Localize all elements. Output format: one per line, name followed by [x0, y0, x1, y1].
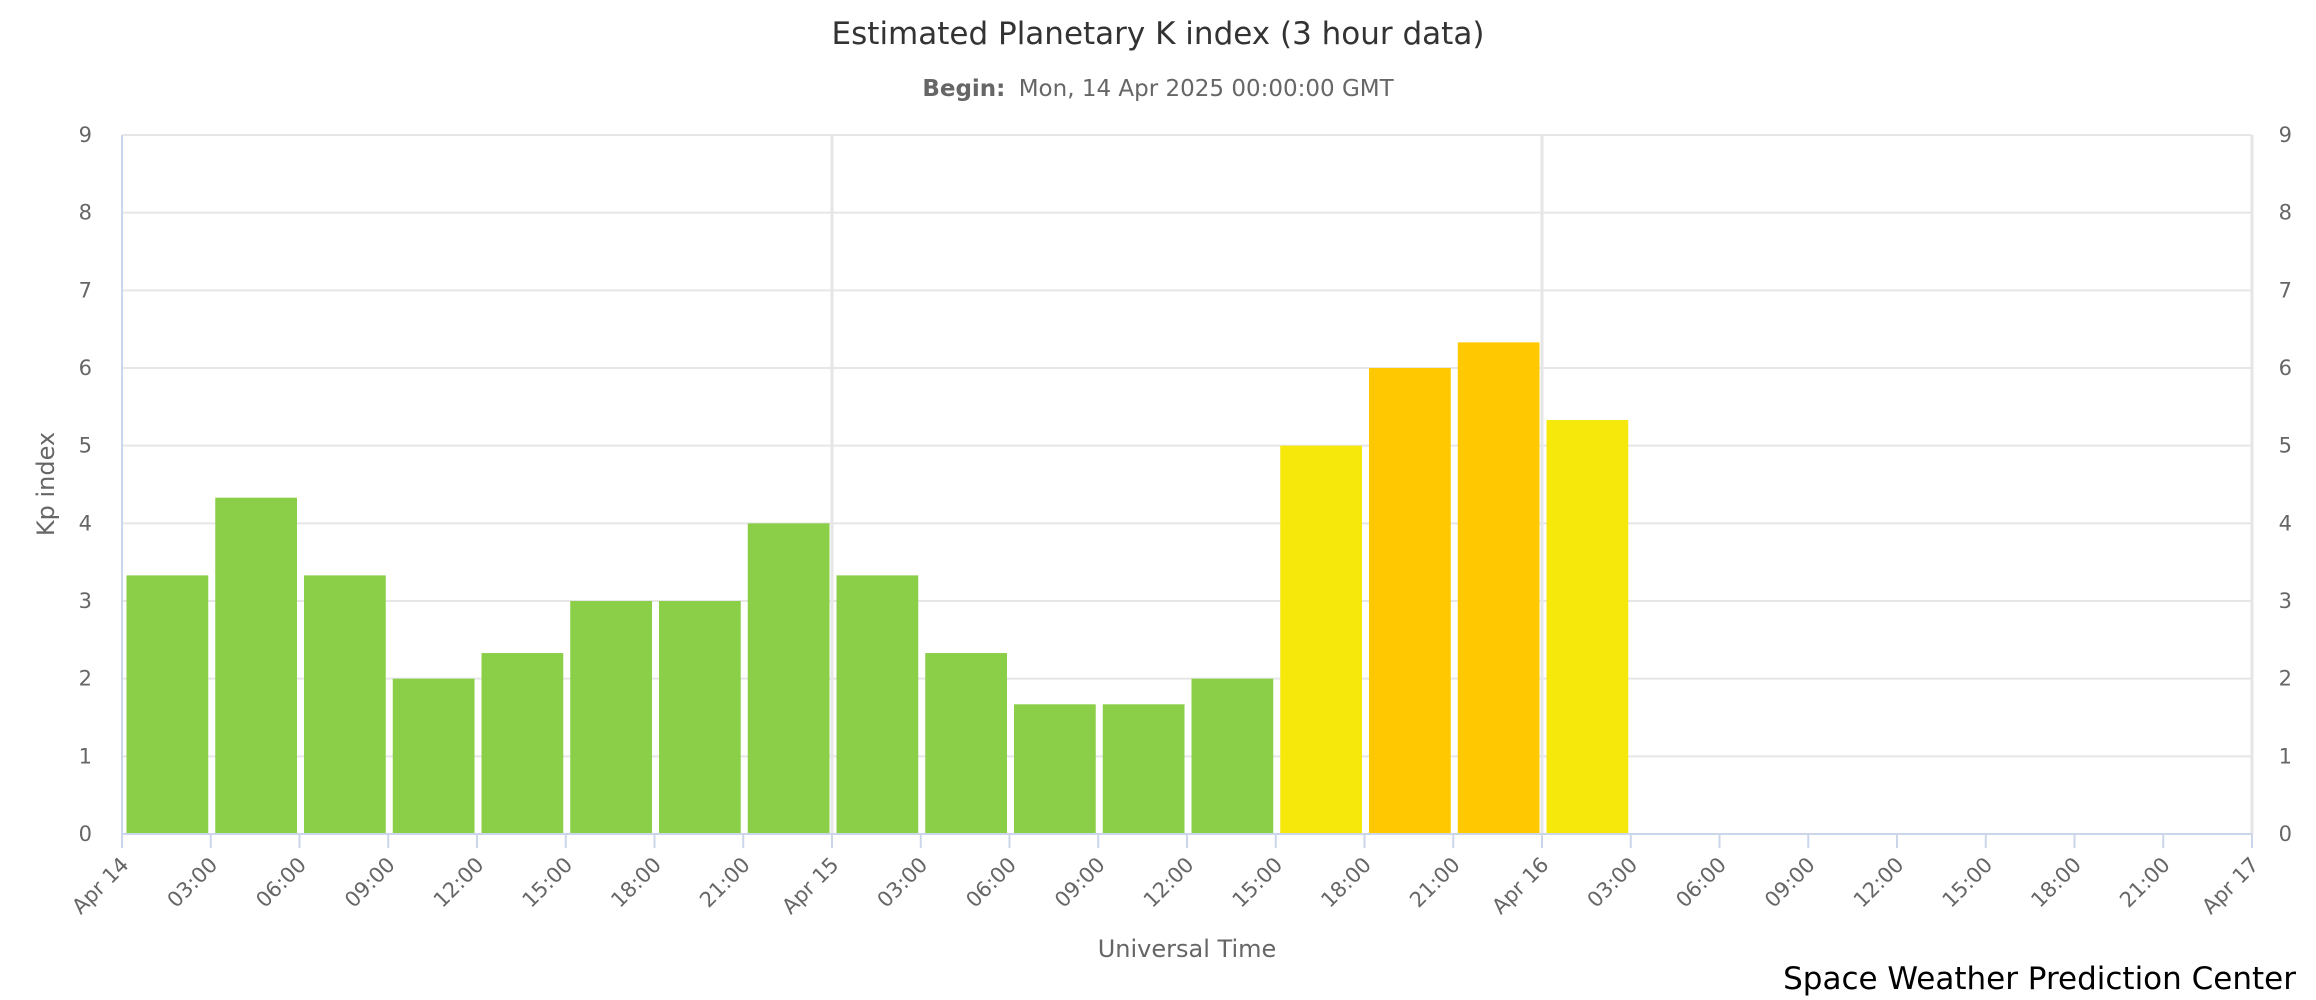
kp-bar[interactable]	[1014, 704, 1096, 834]
x-tick-label: 06:00	[251, 853, 311, 913]
x-tick-label: 15:00	[518, 853, 578, 913]
x-tick-label: 18:00	[2026, 853, 2086, 913]
x-tick-label: 09:00	[1050, 853, 1110, 913]
kp-bar[interactable]	[1546, 420, 1629, 834]
y-tick-label-left: 6	[79, 356, 92, 380]
y-axis-title: Kp index	[32, 432, 60, 536]
x-tick-label: Apr 14	[67, 853, 133, 919]
y-tick-label-left: 9	[79, 123, 92, 147]
kp-bar[interactable]	[1102, 704, 1185, 834]
kp-bar[interactable]	[570, 601, 652, 834]
x-tick-label: 06:00	[961, 853, 1021, 913]
y-tick-label-right: 0	[2279, 822, 2292, 846]
kp-bar[interactable]	[481, 653, 564, 834]
x-tick-label: 12:00	[429, 853, 489, 913]
y-tick-label-right: 9	[2279, 123, 2292, 147]
x-tick-label: 03:00	[1583, 853, 1643, 913]
x-tick-label: 18:00	[1316, 853, 1376, 913]
bar-series	[126, 342, 1629, 834]
x-axis-title: Universal Time	[1098, 935, 1277, 963]
kp-bar[interactable]	[392, 678, 475, 834]
y-tick-label-left: 8	[79, 201, 92, 225]
y-tick-label-right: 8	[2279, 201, 2292, 225]
credit-label: Space Weather Prediction Center	[1783, 961, 2296, 997]
x-tick-label: 18:00	[606, 853, 666, 913]
y-axis-right-labels: 0 1 2 3 4 5 6 7 8 9	[2279, 123, 2292, 846]
y-tick-label-right: 3	[2279, 589, 2292, 613]
kp-bar[interactable]	[1280, 445, 1362, 834]
y-tick-label-left: 2	[79, 667, 92, 691]
y-tick-label-left: 4	[79, 511, 92, 535]
kp-bar[interactable]	[1191, 678, 1274, 834]
kp-bar[interactable]	[1369, 368, 1451, 834]
x-tick-label: 12:00	[1139, 853, 1199, 913]
x-tick-label: 15:00	[1938, 853, 1998, 913]
y-tick-label-left: 7	[79, 278, 92, 302]
horizontal-gridlines	[122, 134, 2252, 758]
y-tick-label-right: 7	[2279, 278, 2292, 302]
chart-subtitle: Begin: Mon, 14 Apr 2025 00:00:00 GMT	[922, 76, 1394, 102]
x-tick-label: 09:00	[1760, 853, 1820, 913]
y-tick-label-right: 1	[2279, 744, 2292, 768]
x-axis-ticks: Apr 14 03:00 06:00 09:00 12:00 15:00 18:00 21:0…	[67, 834, 2264, 919]
y-tick-label-left: 3	[79, 589, 92, 613]
kp-bar[interactable]	[215, 497, 297, 834]
x-tick-label: 21:00	[1405, 853, 1465, 913]
kp-bar[interactable]	[836, 575, 919, 834]
x-tick-label: Apr 15	[777, 853, 843, 919]
x-tick-label: 03:00	[873, 853, 933, 913]
y-tick-label-left: 0	[79, 822, 92, 846]
x-tick-label: 12:00	[1849, 853, 1909, 913]
kp-bar[interactable]	[304, 575, 386, 834]
x-tick-label: 15:00	[1228, 853, 1288, 913]
x-tick-label: 09:00	[340, 853, 400, 913]
x-tick-label: Apr 16	[1487, 853, 1553, 919]
x-tick-label: 21:00	[2115, 853, 2175, 913]
y-tick-label-right: 6	[2279, 356, 2292, 380]
y-tick-label-right: 2	[2279, 667, 2292, 691]
y-tick-label-right: 5	[2279, 434, 2292, 458]
chart-title: Estimated Planetary K index (3 hour data…	[832, 16, 1485, 52]
kp-bar[interactable]	[747, 523, 830, 834]
y-tick-label-left: 1	[79, 744, 92, 768]
kp-bar[interactable]	[925, 653, 1007, 834]
subtitle-begin-value: Mon, 14 Apr 2025 00:00:00 GMT	[1019, 76, 1395, 102]
kp-bar[interactable]	[659, 601, 741, 834]
x-tick-label: Apr 17	[2197, 853, 2263, 919]
x-tick-label: 03:00	[163, 853, 223, 913]
y-tick-label-left: 5	[79, 434, 92, 458]
y-axis-left-labels: 0 1 2 3 4 5 6 7 8 9	[79, 123, 92, 846]
kp-bar[interactable]	[126, 575, 209, 834]
kp-bar[interactable]	[1457, 342, 1540, 834]
y-tick-label-right: 4	[2279, 511, 2292, 535]
subtitle-begin-label: Begin:	[922, 76, 1005, 102]
x-tick-label: 06:00	[1671, 853, 1731, 913]
x-tick-label: 21:00	[695, 853, 755, 913]
vertical-day-gridlines	[830, 135, 2254, 834]
